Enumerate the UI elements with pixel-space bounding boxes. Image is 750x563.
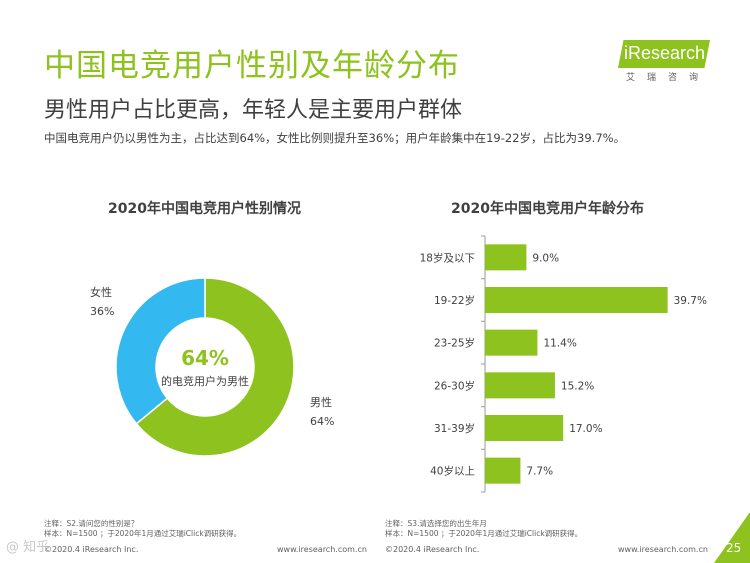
age-value-label: 17.0%	[569, 423, 602, 435]
donut-slice-1	[115, 277, 206, 425]
female-slice-label: 女性 36%	[90, 283, 114, 321]
logo-brand-cn: 艾瑞咨询	[626, 73, 711, 83]
age-bar-2	[485, 329, 538, 356]
left-note-sample: 样本：N=1500 ；于2020年1月通过艾瑞iClick调研获得。	[44, 529, 242, 538]
page-subtitle: 男性用户占比更高，年轻人是主要用户群体	[44, 98, 463, 123]
age-value-label: 11.4%	[543, 338, 576, 350]
page-number-corner	[714, 512, 750, 563]
donut-center-value: 64%	[181, 346, 229, 370]
donut-slice-0	[135, 277, 295, 457]
age-bar-5	[485, 457, 521, 484]
age-bar-chart: 18岁及以下 9.0% 19-22岁 39.7% 23-25岁 11.4% 26-30岁 15…	[420, 235, 707, 493]
right-note-sample: 样本：N=1500 ；于2020年1月通过艾瑞iClick调研获得。	[385, 529, 583, 538]
footer-left-url: www.iresearch.com.cn	[277, 545, 367, 554]
age-category-label: 19-22岁	[434, 294, 475, 307]
iresearch-logo: iResearch 艾瑞咨询	[618, 40, 710, 84]
age-category-label: 26-30岁	[434, 379, 475, 392]
age-bar-3	[485, 372, 555, 399]
page-number: 25	[726, 541, 742, 555]
footer-right-copyright: ©2020.4 iResearch Inc.	[385, 545, 480, 554]
right-note: 注释：S3.请选择您的出生年月 样本：N=1500 ；于2020年1月通过艾瑞i…	[385, 519, 582, 539]
donut-center-label: 的电竞用户为男性	[161, 375, 249, 388]
watermark: @ 知乎	[6, 540, 50, 555]
age-category-label: 23-25岁	[434, 337, 475, 350]
logo-brand-text: iResearch	[624, 43, 706, 63]
male-slice-label: 男性 64%	[310, 393, 334, 431]
age-value-label: 15.2%	[561, 380, 594, 392]
right-note-question: 注释：S3.请选择您的出生年月	[385, 519, 487, 528]
age-value-label: 9.0%	[532, 252, 559, 264]
gender-chart-title: 2020年中国电竞用户性别情况	[108, 201, 301, 217]
left-note: 注释：S2.请问您的性别是？ 样本：N=1500 ；于2020年1月通过艾瑞iC…	[44, 519, 241, 539]
age-bar-1	[485, 287, 668, 313]
page-title: 中国电竞用户性别及年龄分布	[44, 48, 460, 84]
age-bar-4	[485, 415, 564, 441]
page-description: 中国电竞用户仍以男性为主，占比达到64%，女性比例则提升至36%；用户年龄集中在…	[44, 131, 626, 145]
female-slice-value: 36%	[90, 305, 115, 318]
age-chart-title: 2020年中国电竞用户年龄分布	[451, 201, 644, 217]
age-category-label: 18岁及以下	[420, 251, 475, 264]
age-category-label: 31-39岁	[434, 422, 475, 435]
male-slice-value: 64%	[310, 415, 335, 428]
female-slice-name: 女性	[90, 286, 112, 299]
age-bar-0	[485, 244, 527, 271]
male-slice-name: 男性	[310, 396, 332, 409]
age-category-label: 40岁以上	[430, 465, 475, 478]
age-value-label: 7.7%	[526, 466, 553, 478]
footer-right-url: www.iresearch.com.cn	[618, 545, 708, 554]
age-value-label: 39.7%	[674, 295, 707, 307]
logo-background	[618, 40, 710, 68]
footer-left-copyright: ©2020.4 iResearch Inc.	[44, 545, 139, 554]
gender-donut-chart	[115, 277, 295, 457]
left-note-question: 注释：S2.请问您的性别是？	[44, 519, 139, 528]
